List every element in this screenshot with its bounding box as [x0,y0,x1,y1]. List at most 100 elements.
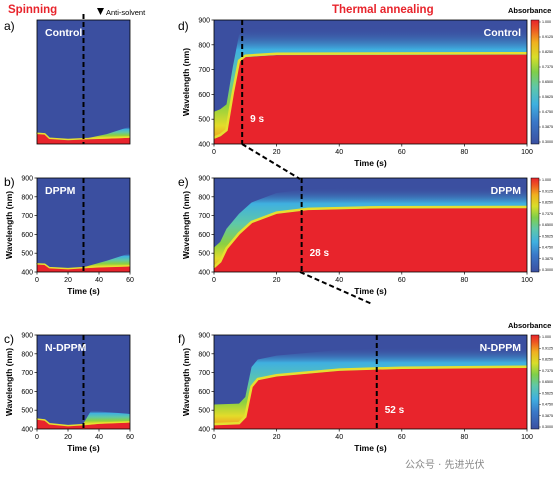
y-tick-label: 800 [198,351,210,358]
x-tick-label: 40 [335,434,343,441]
x-tick-label: 60 [398,149,406,156]
y-tick-label: 400 [198,427,210,434]
sample-name: N-DPPM [480,342,522,354]
panel-label: d) [178,19,189,33]
colorbar-tick-label: 0.4750 [542,403,553,407]
colorbar-tick-label: 0.3875 [542,125,553,129]
absorbance-band [83,126,130,140]
panel-e: 28 s e) DPPM 0 20 40 60 80 100 400 500 600 700 800 900… [178,175,553,296]
high-absorbance-region [214,367,527,429]
x-axis-label: Time (s) [67,286,100,296]
time-annotation: 52 s [385,405,405,416]
colorbar-tick-label: 0.8250 [542,201,553,205]
y-axis-label: Wavelength (nm) [181,191,191,259]
plot-frame [36,334,131,430]
y-tick-label: 600 [198,92,210,99]
y-tick-label: 900 [198,333,210,340]
colorbar-tick-label: 0.7375 [542,369,553,373]
absorbance-band [214,27,527,140]
panel-d: 9 s d) Control 0 20 40 60 80 100 400 500 600 700 800 9… [178,6,553,168]
x-tick-label: 60 [398,277,406,284]
edge-line [213,205,528,269]
time-annotation: 28 s [310,248,330,259]
y-tick-label: 900 [21,176,33,183]
connector-d-e [241,143,301,180]
high-absorbance-region [37,419,130,429]
y-tick-label: 900 [198,176,210,183]
colorbar [530,19,540,145]
y-tick-label: 700 [21,370,33,377]
heatmap-background [37,178,130,272]
y-axis-label: Wavelength (nm) [4,348,14,416]
sample-name: Control [484,27,521,39]
x-tick-label: 0 [212,277,216,284]
edge-line [36,263,131,270]
colorbar-tick-label: 0.7375 [542,212,553,216]
y-tick-label: 900 [198,18,210,25]
panel-label: f) [178,332,185,346]
x-axis-label: Time (s) [67,443,100,453]
panel-label: e) [178,175,189,189]
x-tick-label: 20 [64,434,72,441]
x-tick-label: 60 [126,434,134,441]
colorbar-tick-label: 0.6500 [542,380,553,384]
colorbar-tick-label: 0.4750 [542,110,553,114]
x-tick-label: 0 [212,434,216,441]
colorbar-tick-label: 0.9125 [542,35,553,39]
y-tick-label: 400 [21,270,33,277]
plot-frame [36,177,131,273]
panel-c: c) N-DPPM 0 20 40 60 400 500 600 700 800 900 Time (s… [4,332,134,453]
antisolvent-label: Anti-solvent [106,8,146,17]
y-tick-label: 400 [21,427,33,434]
x-tick-label: 20 [273,434,281,441]
x-tick-label: 100 [521,434,533,441]
y-tick-label: 700 [198,213,210,220]
antisolvent-arrow-icon [97,8,104,15]
y-tick-label: 600 [198,389,210,396]
y-tick-label: 500 [198,117,210,124]
y-tick-label: 400 [198,270,210,277]
y-tick-label: 500 [198,251,210,258]
colorbar-tick-label: 0.6500 [542,223,553,227]
colorbar-tick-label: 0.4750 [542,246,553,250]
colorbar-tick-label: 0.3875 [542,257,553,261]
y-tick-label: 800 [21,194,33,201]
y-tick-label: 900 [21,333,33,340]
colorbar-tick-label: 0.9125 [542,189,553,193]
panel-label: b) [4,175,15,189]
y-tick-label: 500 [21,251,33,258]
colorbar [530,177,540,273]
x-tick-label: 100 [521,149,533,156]
x-tick-label: 0 [35,277,39,284]
high-absorbance-region [214,54,527,144]
x-tick-label: 40 [335,149,343,156]
high-absorbance-region [37,134,130,144]
x-tick-label: 20 [64,277,72,284]
sample-name: DPPM [45,185,76,197]
x-tick-label: 0 [35,434,39,441]
panel-a: a) Control [4,14,131,145]
sample-name: N-DPPM [45,342,87,354]
sample-name: Control [45,27,82,39]
x-tick-label: 80 [461,149,469,156]
plot-frame [213,19,528,145]
colorbar-tick-label: 0.9125 [542,346,553,350]
colorbar-tick-label: 0.3000 [542,425,553,429]
colorbar-tick-label: 1.000 [542,20,551,24]
colorbar-tick-label: 0.3875 [542,414,553,418]
colorbar-tick-label: 0.8250 [542,50,553,54]
edge-line [36,132,131,141]
absorbance-band [83,410,130,426]
plot-frame [36,19,131,145]
y-tick-label: 800 [198,42,210,49]
x-tick-label: 40 [95,434,103,441]
edge-line [213,51,528,139]
header-spinning: Spinning [8,4,57,16]
x-tick-label: 100 [521,277,533,284]
y-axis-label: Wavelength (nm) [181,48,191,116]
colorbar-tick-label: 0.7375 [542,65,553,69]
y-tick-label: 800 [198,194,210,201]
y-tick-label: 700 [198,67,210,74]
colorbar-tick-label: 0.5625 [542,95,553,99]
